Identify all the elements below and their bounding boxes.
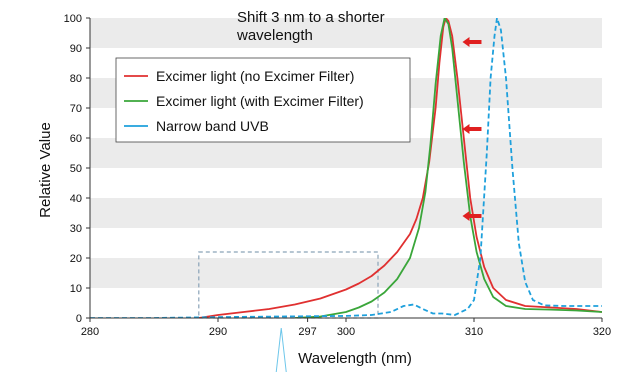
series-line-2 [90,18,602,318]
annotation-line-2: wavelength [236,27,313,44]
annotation-line-1: Shift 3 nm to a shorter [237,9,385,26]
series-layer [90,18,602,318]
highlight-region [198,251,379,373]
grid-band [90,138,602,168]
legend: Excimer light (no Excimer Filter) Excime… [115,57,411,143]
x-tick-label: 297 [298,326,316,338]
shift-arrow [462,124,482,134]
highlight-pointer [275,327,287,373]
x-tick-label: 280 [81,326,99,338]
grid-band [90,18,602,48]
shift-arrow [462,211,482,221]
grid-band [90,258,602,288]
y-tick-label: 30 [70,223,82,235]
x-tick-label: 320 [593,326,611,338]
y-tick-label: 10 [70,283,82,295]
y-tick-label: 70 [70,103,82,115]
series-line-1 [294,18,602,318]
y-tick-label: 60 [70,133,82,145]
x-tick-label: 300 [337,326,355,338]
grid-band [90,198,602,228]
y-tick-labels: 0 10 20 30 40 50 60 70 80 90 100 [64,13,90,325]
legend-label-no-filter: Excimer light (no Excimer Filter) [156,68,354,84]
y-tick-label: 80 [70,73,82,85]
series-line-0 [198,18,602,318]
y-tick-label: 50 [70,163,82,175]
y-tick-label: 20 [70,253,82,265]
legend-box [115,57,411,143]
highlight-box [198,251,379,319]
y-tick-label: 100 [64,13,82,25]
shift-arrow [462,37,482,47]
x-axis-label: Wavelength (nm) [298,350,412,367]
legend-label-with-filter: Excimer light (with Excimer Filter) [156,93,364,109]
y-axis-label: Relative Value [37,122,54,218]
x-tick-label: 290 [209,326,227,338]
legend-label-uvb: Narrow band UVB [156,118,269,134]
x-tick-label: 310 [465,326,483,338]
shift-arrows [462,37,482,221]
y-tick-label: 0 [76,313,82,325]
y-tick-label: 90 [70,43,82,55]
y-tick-label: 40 [70,193,82,205]
x-tick-labels: 280 290 297 300 310 320 [81,318,611,338]
